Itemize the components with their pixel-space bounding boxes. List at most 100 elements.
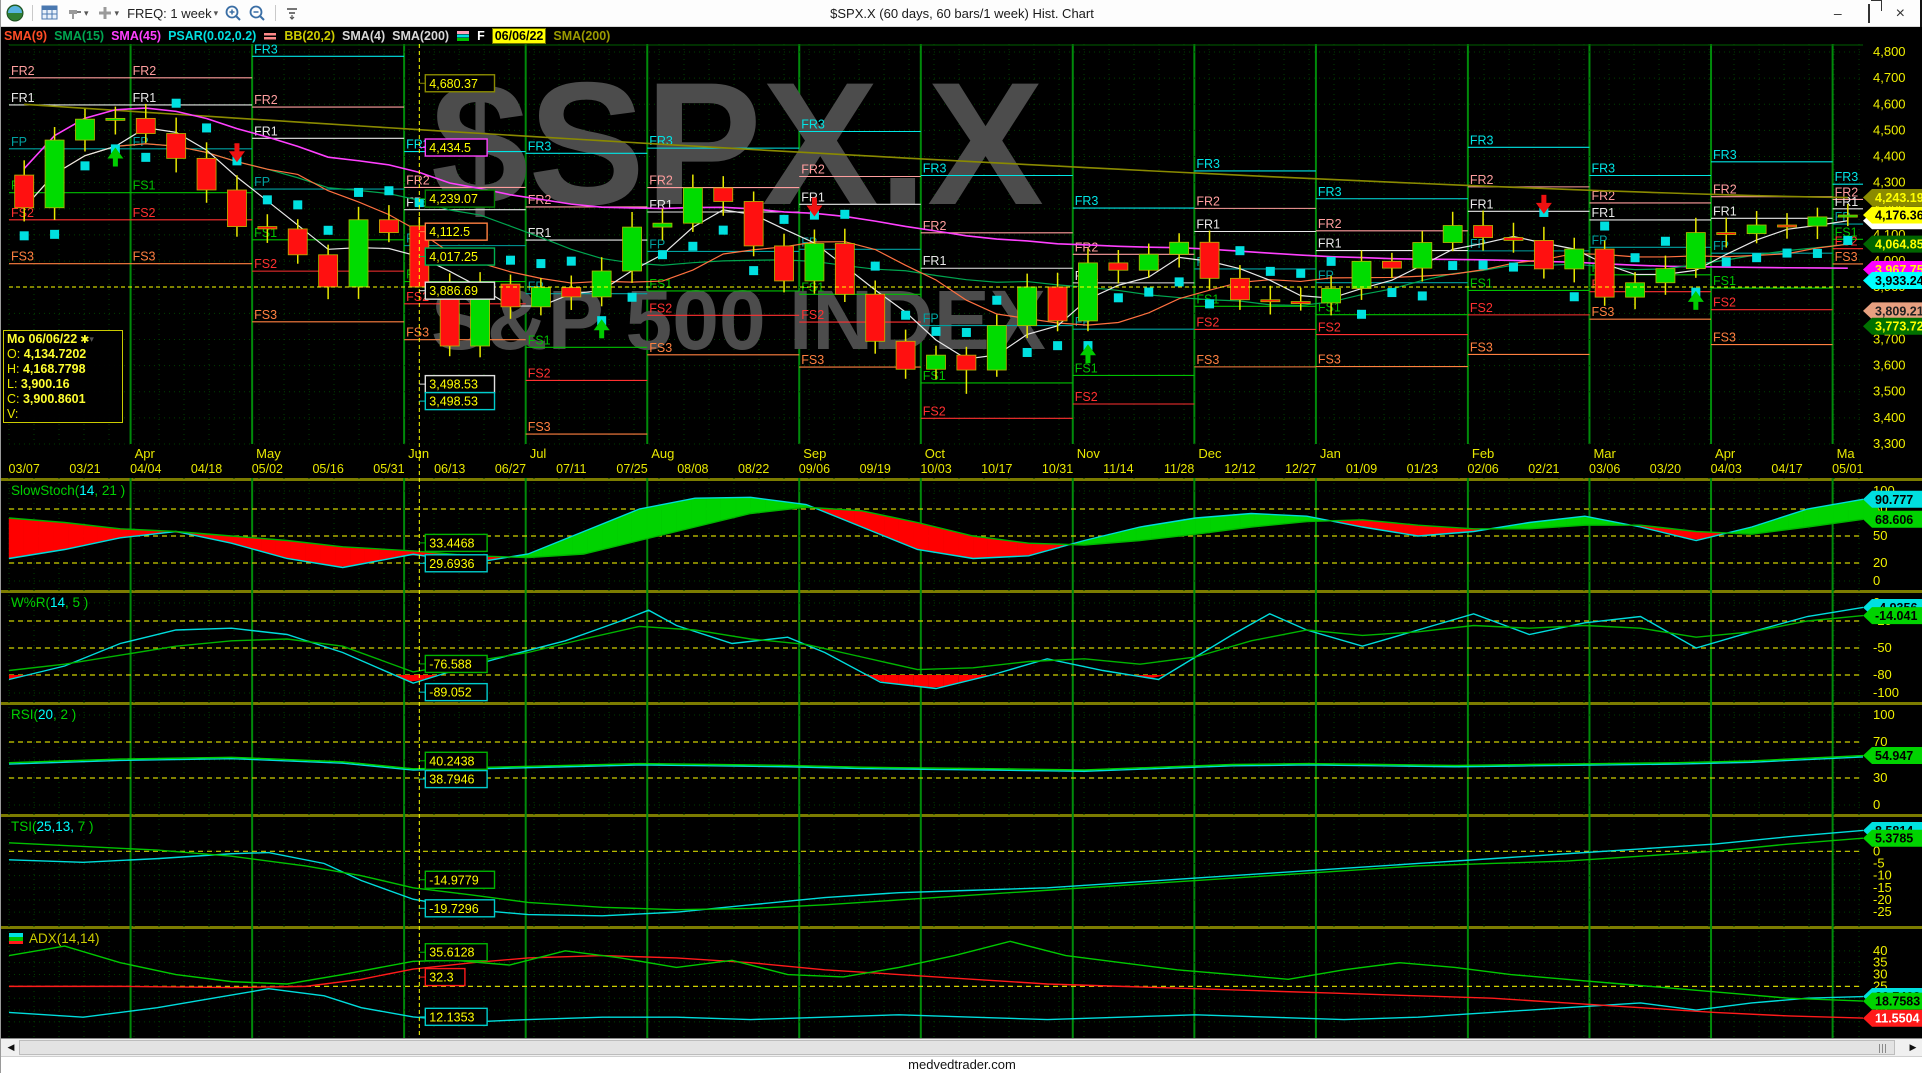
window-edge: [1920, 0, 1922, 27]
svg-text:0: 0: [1873, 797, 1880, 812]
data-window-caret[interactable]: ▾: [89, 333, 94, 344]
toolbar-divider-2: [275, 5, 277, 21]
add-tool[interactable]: ▾: [95, 5, 122, 21]
legend-item[interactable]: SMA(4): [342, 28, 386, 43]
stripes-icon: [457, 30, 470, 41]
svg-text:FS2: FS2: [1196, 315, 1219, 329]
wpr-panel[interactable]: 0-20-50-80-100-4.9356-14.041-76.588-89.0…: [1, 590, 1922, 702]
gear-icon[interactable]: ✱: [80, 333, 90, 346]
value-tag: -89.052: [424, 682, 488, 702]
slowstoch-line: [8, 506, 1864, 559]
legend-item[interactable]: F: [477, 28, 485, 43]
svg-text:FS1: FS1: [1713, 274, 1736, 288]
svg-text:FR2: FR2: [1591, 189, 1615, 203]
legend-item[interactable]: SMA(200): [553, 28, 611, 43]
rsi-header: RSI(20, 2 ): [11, 707, 76, 722]
svg-text:FR3: FR3: [1713, 148, 1737, 162]
slowstoch-panel[interactable]: 100805020090.77768.60633.446829.6936Slow…: [1, 478, 1922, 590]
scrollbar-thumb[interactable]: [19, 1040, 1895, 1055]
tsi-line: [8, 837, 1864, 911]
value-tag: 3,498.53: [424, 374, 496, 394]
horizontal-scrollbar[interactable]: ◀ ▶: [1, 1038, 1922, 1056]
svg-text:-14.041: -14.041: [1875, 609, 1917, 623]
sell-arrow-icon: [811, 197, 817, 207]
legend-item[interactable]: BB(20,2): [284, 28, 336, 43]
svg-text:4,400: 4,400: [1873, 149, 1906, 164]
svg-text:FR1: FR1: [1713, 204, 1737, 218]
svg-text:FS3: FS3: [254, 308, 277, 322]
svg-text:FR3: FR3: [1591, 161, 1615, 175]
svg-text:3,773.72: 3,773.72: [1875, 320, 1922, 334]
adx-line: [8, 988, 1864, 1023]
wpr-line: [8, 606, 1864, 690]
svg-text:FR3: FR3: [649, 134, 673, 148]
layout-options-tool[interactable]: [283, 6, 301, 20]
value-tag: 4,680.37: [424, 74, 496, 93]
value-tag: 29.6936: [424, 554, 488, 573]
legend-item[interactable]: PSAR(0.02,0.2): [168, 28, 257, 43]
svg-text:04/03: 04/03: [1711, 462, 1742, 476]
legend-item[interactable]: SMA(9): [4, 28, 48, 43]
restore-button[interactable]: [1867, 3, 1870, 23]
value-tag: 4,112.5: [424, 222, 488, 241]
freq-dropdown[interactable]: FREQ: 1 week ▾: [125, 6, 220, 21]
svg-text:12/27: 12/27: [1285, 462, 1316, 476]
svg-text:Mar: Mar: [1593, 446, 1616, 461]
close-button[interactable]: ×: [1895, 5, 1905, 22]
tsi-panel[interactable]: 0-5-10-15-20-258.58145.3785-14.9779-19.7…: [1, 814, 1922, 926]
scroll-left-arrow[interactable]: ◀: [7, 1042, 15, 1052]
close-value: 3,900.8601: [22, 392, 86, 406]
open-label: O:: [7, 347, 21, 361]
minimize-button[interactable]: –: [1833, 5, 1842, 21]
pin-tool[interactable]: ▾: [64, 5, 91, 21]
adx-header: ADX(14,14): [29, 931, 100, 946]
svg-text:FP: FP: [133, 135, 149, 149]
svg-text:4,600: 4,600: [1873, 96, 1906, 111]
value-tag: -19.7296: [424, 899, 496, 918]
svg-text:FR3: FR3: [1318, 185, 1342, 199]
value-tag: 33.4468: [424, 533, 488, 553]
svg-text:03/21: 03/21: [69, 462, 100, 476]
app-logo-icon[interactable]: [5, 3, 25, 23]
zoom-in-icon[interactable]: [224, 4, 244, 22]
svg-text:-80: -80: [1873, 667, 1892, 682]
legend-item[interactable]: SMA(200): [392, 28, 450, 43]
svg-text:4,700: 4,700: [1873, 70, 1906, 85]
svg-text:03/20: 03/20: [1650, 462, 1681, 476]
svg-text:FP: FP: [1713, 239, 1729, 253]
svg-text:33.4468: 33.4468: [429, 536, 474, 550]
svg-text:3,700: 3,700: [1873, 331, 1906, 346]
scroll-right-arrow[interactable]: ▶: [1909, 1042, 1917, 1052]
medvedtrader-link[interactable]: medvedtrader.com: [908, 1057, 1016, 1072]
svg-text:-25: -25: [1873, 904, 1892, 919]
svg-text:FS3: FS3: [133, 250, 156, 264]
svg-text:May: May: [256, 446, 281, 461]
svg-text:05/02: 05/02: [252, 462, 283, 476]
adx-panel[interactable]: 4035302520151020.746218.758311.550435.61…: [1, 926, 1922, 1038]
axis-price-tag: 68.606: [1863, 510, 1922, 528]
svg-text:FR3: FR3: [406, 138, 430, 152]
legend-item[interactable]: SMA(45): [111, 28, 162, 43]
svg-text:07/25: 07/25: [616, 462, 647, 476]
svg-text:30: 30: [1873, 967, 1887, 982]
value-tag: 12.1353: [424, 1007, 488, 1027]
svg-text:FS2: FS2: [1470, 301, 1493, 315]
tsi-line: [8, 829, 1864, 917]
sell-arrow-icon: [1541, 194, 1547, 204]
zoom-out-icon[interactable]: [248, 4, 268, 22]
svg-text:FR1: FR1: [1591, 206, 1615, 220]
svg-text:-100: -100: [1873, 685, 1899, 700]
svg-text:FS2: FS2: [1713, 296, 1736, 310]
svg-text:54.947: 54.947: [1875, 749, 1913, 763]
svg-text:FR3: FR3: [1835, 170, 1859, 184]
legend-item[interactable]: 06/06/22: [491, 27, 547, 44]
svg-text:Apr: Apr: [135, 446, 156, 461]
main-chart-svg[interactable]: 4,8004,7004,6004,5004,4004,3004,2004,100…: [1, 44, 1922, 478]
pink-lines-icon: [264, 32, 277, 39]
svg-text:FS2: FS2: [133, 206, 156, 220]
layout-options-icon: [287, 8, 298, 20]
legend-item[interactable]: SMA(15): [54, 28, 105, 43]
chart-settings-icon[interactable]: [40, 4, 60, 22]
